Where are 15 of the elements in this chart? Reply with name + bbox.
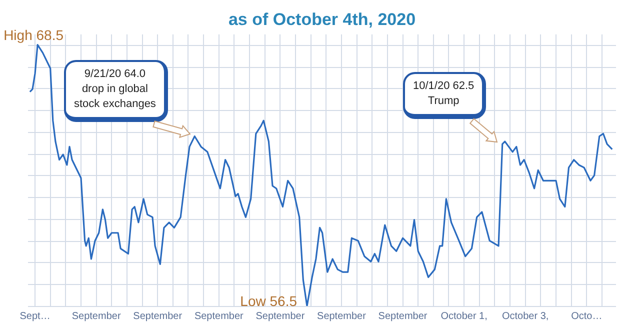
x-tick-label: Octo… xyxy=(571,310,602,322)
x-tick-label: September xyxy=(72,310,122,322)
x-tick-label: September xyxy=(133,310,183,322)
x-tick-label: September xyxy=(317,310,367,322)
x-tick-label: Sept… xyxy=(20,310,50,322)
x-tick-label: October 3, xyxy=(502,310,549,322)
x-tick-label: October 1, xyxy=(440,310,488,322)
chart-title: as of October 4th, 2020 xyxy=(228,10,416,29)
annotation: 10/1/20 62.5 Trump xyxy=(403,72,486,119)
annotation: High 68.5 xyxy=(4,26,64,43)
annotation: Low 56.5 xyxy=(240,293,298,309)
x-tick-label: September xyxy=(194,310,244,322)
annotation: 9/21/20 64.0 drop in global stock exchanges xyxy=(64,60,168,122)
x-tick-label: September xyxy=(256,310,306,322)
x-tick-label: September xyxy=(378,310,428,322)
